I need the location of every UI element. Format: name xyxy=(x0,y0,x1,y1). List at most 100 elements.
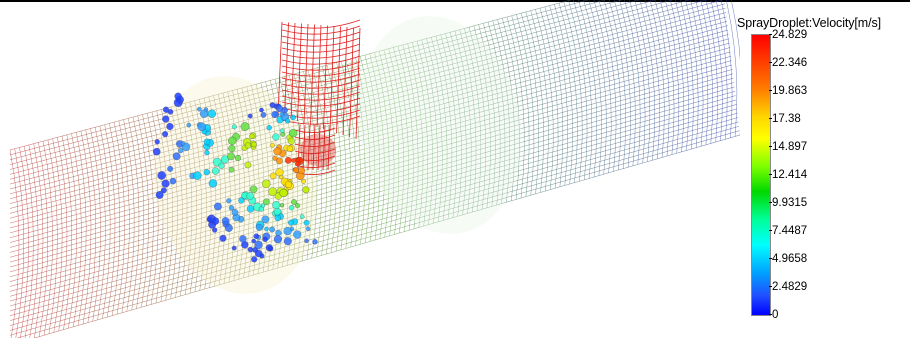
pipe-long-line xyxy=(556,169,588,179)
nozzle-wire xyxy=(284,22,289,118)
pipe-long-line xyxy=(643,94,674,104)
pipe-ring-line xyxy=(506,16,525,199)
pipe-long-line xyxy=(641,81,672,91)
pipe-long-line xyxy=(663,0,690,8)
pipe-long-line xyxy=(130,248,161,258)
pipe-long-line xyxy=(69,150,100,159)
pipe-ring-line xyxy=(33,143,44,339)
pipe-long-line xyxy=(69,207,100,217)
pipe-long-line xyxy=(160,221,191,230)
pipe-long-line xyxy=(618,161,649,171)
spray-droplet xyxy=(203,138,211,146)
pipe-ring-line xyxy=(558,3,578,183)
pipe-long-line xyxy=(546,44,577,53)
pipe-long-line xyxy=(313,225,344,235)
spray-droplet xyxy=(312,239,318,245)
pipe-long-line xyxy=(705,95,736,105)
pipe-long-line xyxy=(398,107,429,117)
pipe-ring-line xyxy=(213,95,226,285)
nozzle-wire xyxy=(281,67,361,77)
pipe-long-line xyxy=(98,137,129,146)
spray-droplet xyxy=(180,141,186,146)
pipe-long-line xyxy=(9,306,41,317)
pipe-long-line xyxy=(488,87,519,97)
pipe-long-line xyxy=(400,135,431,145)
pipe-long-line xyxy=(486,64,517,74)
legend-tick-mark xyxy=(769,118,772,119)
legend-tick-mark xyxy=(769,202,772,203)
pipe-mesh-render[interactable] xyxy=(0,0,743,343)
pipe-long-line xyxy=(492,137,523,147)
pipe-long-line xyxy=(276,75,307,84)
pipe-long-line xyxy=(465,195,497,205)
legend-tick-mark xyxy=(769,62,772,63)
pipe-ring-line xyxy=(307,70,323,257)
pipe-long-line xyxy=(158,116,188,125)
pipe-long-line xyxy=(573,9,604,18)
pipe-long-line xyxy=(129,153,159,162)
pipe-ring-line xyxy=(511,15,530,197)
pipe-long-line xyxy=(602,0,623,6)
pipe-long-line xyxy=(9,195,40,204)
pipe-long-line xyxy=(638,46,669,56)
pipe-ring-line xyxy=(407,43,424,228)
pipe-long-line xyxy=(582,107,613,117)
pipe-long-line xyxy=(99,166,130,175)
nozzle-wire xyxy=(303,23,309,124)
pipe-long-line xyxy=(101,300,132,310)
pipe-long-line xyxy=(366,74,397,84)
pipe-ring-line xyxy=(454,30,472,214)
spray-droplet xyxy=(267,245,274,252)
pipe-long-line xyxy=(612,94,643,104)
pipe-long-line xyxy=(646,134,678,144)
pipe-long-line xyxy=(9,190,40,200)
pipe-ring-line xyxy=(360,56,376,242)
spray-droplet xyxy=(251,141,257,148)
pipe-long-line xyxy=(40,274,71,284)
pipe-ring-line xyxy=(654,0,670,157)
pipe-long-line xyxy=(368,115,399,125)
pipe-long-line xyxy=(367,88,398,97)
spray-droplet xyxy=(174,92,182,100)
pipe-long-line xyxy=(704,86,735,96)
spray-droplet xyxy=(211,217,220,225)
pipe-long-line xyxy=(280,168,311,178)
pipe-long-line xyxy=(640,72,671,82)
pipe-long-line xyxy=(70,289,101,299)
pipe-long-line xyxy=(464,172,495,183)
pipe-long-line xyxy=(496,196,528,206)
pipe-long-line xyxy=(371,175,403,185)
pipe-long-line xyxy=(586,151,617,162)
spray-droplet xyxy=(239,235,247,243)
pipe-long-line xyxy=(612,98,643,108)
pipe-long-line xyxy=(553,129,584,139)
pipe-long-line xyxy=(607,45,638,55)
pipe-long-line xyxy=(248,120,278,130)
pipe-ring-line xyxy=(614,0,631,168)
pipe-long-line xyxy=(549,79,580,89)
legend-tick-label: 17.38 xyxy=(772,113,801,125)
pipe-ring-line xyxy=(473,25,491,208)
spray-droplet xyxy=(234,154,242,162)
pipe-long-line xyxy=(429,108,460,118)
pipe-long-line xyxy=(188,117,218,127)
pipe-long-line xyxy=(159,197,191,207)
pipe-long-line xyxy=(99,161,130,170)
pipe-long-line xyxy=(554,147,586,157)
pipe-long-line xyxy=(400,139,431,149)
pipe-long-line xyxy=(557,174,588,184)
pipe-long-line xyxy=(608,54,639,64)
spray-droplet xyxy=(244,142,251,149)
spray-droplet xyxy=(259,107,264,113)
spray-droplet xyxy=(228,136,237,145)
pipe-long-line xyxy=(488,82,519,92)
pipe-long-line xyxy=(674,95,705,105)
pipe-long-line xyxy=(551,106,582,116)
pipe-long-line xyxy=(69,169,100,178)
pipe-long-line xyxy=(456,59,487,69)
pipe-ring-line xyxy=(680,0,694,150)
pipe-long-line xyxy=(373,212,405,222)
3d-viewport[interactable] xyxy=(0,0,743,343)
pipe-ring-line xyxy=(383,49,400,235)
spray-droplet xyxy=(284,180,293,189)
